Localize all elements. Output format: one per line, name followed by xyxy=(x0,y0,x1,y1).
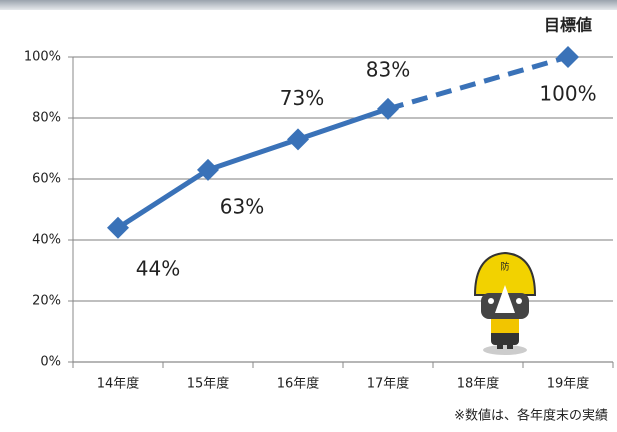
value-label: 44% xyxy=(136,256,180,280)
x-tick-label: 14年度 xyxy=(97,376,140,392)
x-tick-label: 15年度 xyxy=(187,376,230,392)
chart: 目標値 ※数値は、各年度末の実績 0% 20% 40% 60% 80% 100% 14年度 1… xyxy=(0,0,617,432)
footnote: ※数値は、各年度末の実績 xyxy=(454,408,608,424)
svg-text:防: 防 xyxy=(500,261,509,273)
page: 目標値 ※数値は、各年度末の実績 0% 20% 40% 60% 80% 100% 14年度 1… xyxy=(0,0,617,432)
value-label: 63% xyxy=(220,194,264,218)
annotation: 目標値 xyxy=(544,16,592,35)
marker xyxy=(557,46,579,68)
marker xyxy=(377,98,399,120)
y-tick-label: 100% xyxy=(24,50,61,65)
x-tick-label: 18年度 xyxy=(457,376,500,392)
value-label: 100% xyxy=(539,82,596,106)
y-tick-label: 0% xyxy=(40,355,61,370)
y-tick-label: 20% xyxy=(32,294,61,309)
value-label: 73% xyxy=(280,86,324,110)
mascot: 防 xyxy=(475,253,535,355)
value-label: 83% xyxy=(366,57,410,81)
marker xyxy=(287,128,309,150)
x-tick-label: 19年度 xyxy=(547,376,590,392)
y-tick-label: 60% xyxy=(32,172,61,187)
x-tick-label: 17年度 xyxy=(367,376,410,392)
y-tick-label: 80% xyxy=(32,111,61,126)
header-strip xyxy=(0,0,617,10)
x-tick-label: 16年度 xyxy=(277,376,320,392)
y-tick-label: 40% xyxy=(32,233,61,248)
